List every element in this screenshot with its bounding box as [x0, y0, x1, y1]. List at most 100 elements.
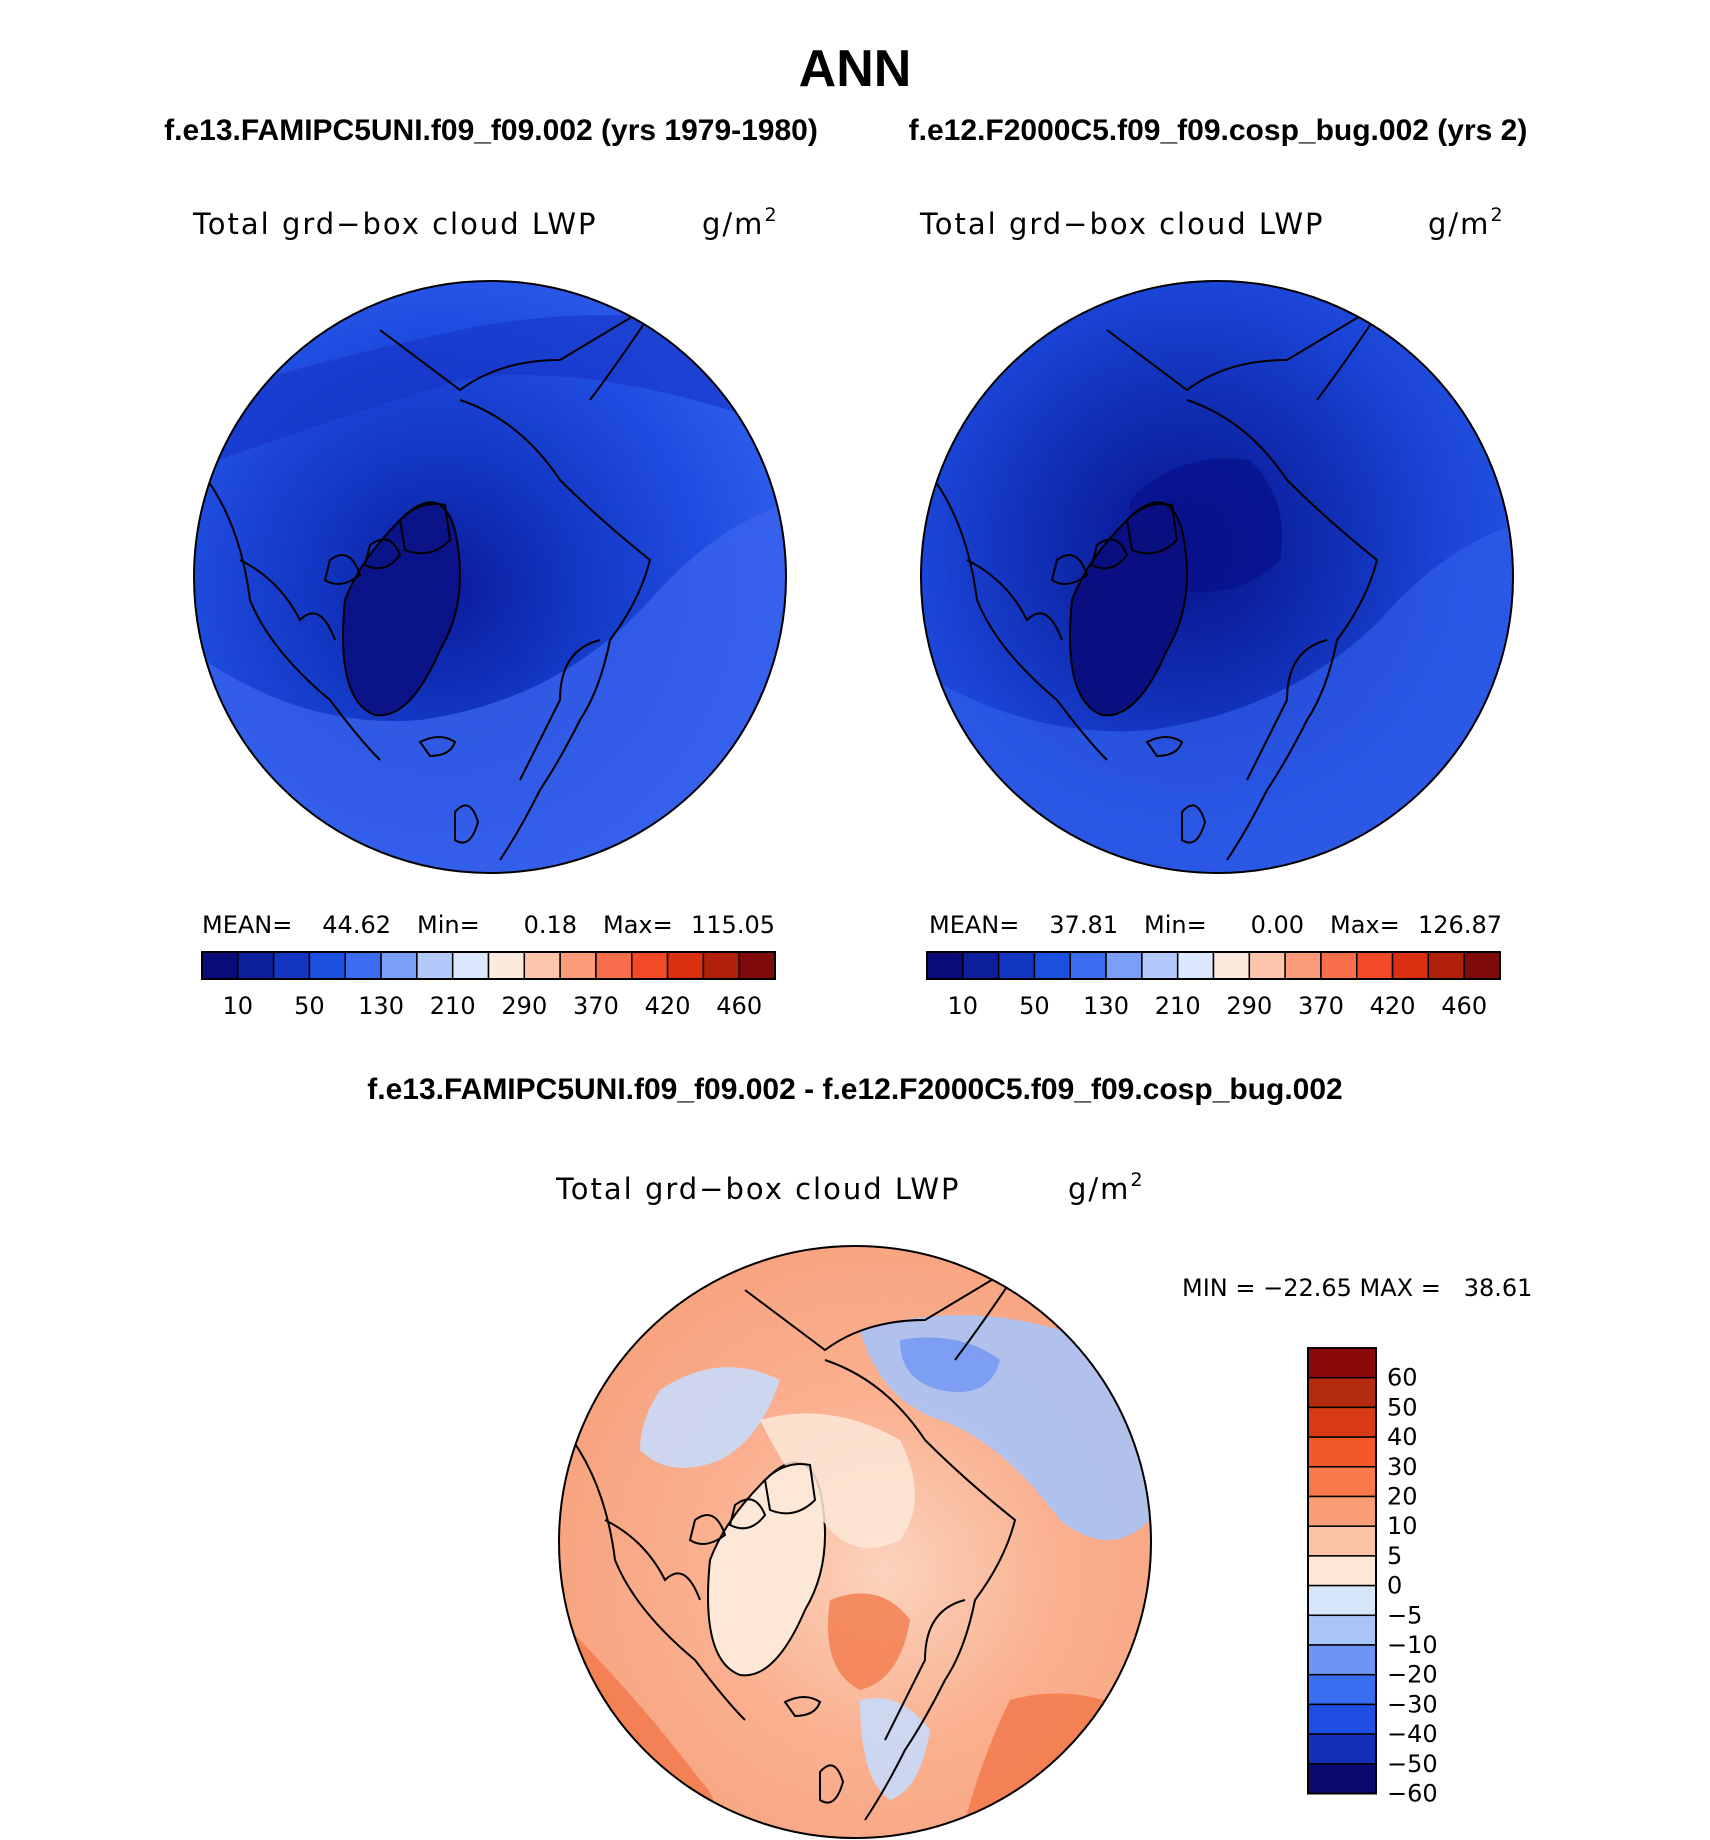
panel-a-colorbar-box-10 [559, 951, 597, 980]
panel-b-colorbar-frame [926, 951, 1501, 980]
panel-a-colorbar-tick-420: 420 [645, 992, 691, 1020]
panel-diff-colorbar-frame [1307, 1347, 1377, 1795]
panel-diff-colorbar-box-12 [1307, 1703, 1377, 1735]
panel-diff-british-isles [819, 1764, 845, 1804]
panel-diff-colorbar-tick-10: −20 [1387, 1661, 1438, 1689]
panel-a-map-border [193, 280, 787, 874]
panel-b-warm-band [921, 520, 1513, 873]
panel-diff-colorbar-box-13 [1307, 1733, 1377, 1765]
panel-diff-colorbar-tick-3: 30 [1387, 1453, 1418, 1481]
panel-diff-map-border [558, 1245, 1152, 1839]
panel-a-colorbar-box-2 [272, 951, 311, 980]
diff-title: f.e13.FAMIPC5UNI.f09_f09.002 - f.e12.F20… [367, 1073, 1342, 1106]
panel-diff-iceland [783, 1696, 822, 1718]
panel-diff-positive-center [828, 1593, 910, 1690]
panel-b-variable-title: Total grd−box cloud LWP [919, 207, 1325, 241]
panel-diff-colorbar-box-7 [1307, 1555, 1377, 1587]
panel-b-map-border [920, 280, 1514, 874]
panel-diff-colorbar-box-3 [1307, 1436, 1377, 1468]
panel-diff-colorbar-box-9 [1307, 1614, 1377, 1646]
panel-a-stats: MEAN= 44.62 Min= 0.18 Max= 115.05 [202, 911, 775, 939]
panel-b-colorbar-box-0 [926, 951, 964, 980]
panel-diff-canadian-archipelago [688, 1463, 817, 1545]
panel-b-map-features [921, 299, 1513, 873]
panel-a-colorbar-box-13 [666, 951, 705, 980]
panel-a-colorbar-box-4 [344, 951, 382, 980]
panel-diff-colorbar-box-5 [1307, 1495, 1377, 1527]
panel-a-colorbar-tick-290: 290 [501, 992, 547, 1020]
panel-diff-colorbar-tick-5: 10 [1387, 1512, 1418, 1540]
panel-b-iceland [1145, 736, 1184, 758]
panel-a-colorbar-box-1 [237, 951, 275, 980]
panel-a-colorbar-frame [201, 951, 776, 980]
panel-diff-colorbar-tick-14: −60 [1387, 1780, 1438, 1808]
panel-b-colorbar-tick-370: 370 [1298, 992, 1344, 1020]
panel-b-colorbar-box-12 [1356, 951, 1394, 980]
panel-diff-colorbar-tick-8: −5 [1387, 1601, 1422, 1629]
panel-a-colorbar-box-0 [201, 951, 239, 980]
panel-diff-map [558, 1245, 1152, 1839]
panel-a-colorbar-box-6 [416, 951, 454, 980]
panel-diff-colorbar-box-6 [1307, 1525, 1377, 1557]
panel-diff-colorbar-tick-6: 5 [1387, 1542, 1402, 1570]
panel-a-greenland [342, 501, 461, 717]
panel-a-colorbar-tick-370: 370 [573, 992, 619, 1020]
panel-b-canadian-archipelago [1050, 503, 1179, 585]
panel-b-colorbar-box-1 [962, 951, 1000, 980]
panel-a-max-label: Max= [603, 911, 673, 939]
panel-diff-neutral-arctic [760, 1413, 915, 1548]
panel-b-colorbar-box-6 [1141, 951, 1179, 980]
panel-a-eurasia-coast [459, 399, 652, 861]
panel-a-colorbar-tick-50: 50 [294, 992, 325, 1020]
panel-diff-negative-arctic [640, 1367, 780, 1468]
panel-diff-minmax: MIN = −22.65 MAX = 38.61 [1182, 1274, 1532, 1302]
panel-a-iceland [418, 736, 457, 758]
panel-diff-units-base: g/m [1068, 1172, 1130, 1206]
panel-diff-units: g/m2 [1068, 1169, 1145, 1206]
panel-b-colorbar-tick-50: 50 [1019, 992, 1050, 1020]
panel-a-max-value: 115.05 [691, 911, 775, 939]
panel-a-variable-title: Total grd−box cloud LWP [192, 207, 598, 241]
panel-diff-negative-core [900, 1337, 1000, 1392]
panel-diff-colorbar-box-11 [1307, 1673, 1377, 1706]
panel-diff-colorbar-tick-11: −30 [1387, 1690, 1438, 1718]
panel-diff-colorbar-box-10 [1307, 1644, 1377, 1676]
panel-b-colorbar-tick-130: 130 [1083, 992, 1129, 1020]
panel-b-greenland [1069, 501, 1188, 717]
panel-a-siberia-coast [379, 299, 661, 401]
panel-b-colorbar-box-15 [1463, 951, 1501, 980]
panel-diff-variable-title: Total grd−box cloud LWP [555, 1172, 961, 1206]
panel-b-units: g/m2 [1428, 204, 1505, 241]
panel-a-north-america-coast [199, 469, 381, 761]
panel-diff-map-features [560, 1259, 1150, 1838]
panel-b-colorbar-box-11 [1320, 951, 1358, 980]
panel-diff-neutral-greenland [707, 1461, 826, 1677]
panel-a-colorbar-tick-460: 460 [716, 992, 762, 1020]
panel-b-colorbar-box-10 [1284, 951, 1322, 980]
panel-diff-colorbar-box-1 [1307, 1376, 1377, 1409]
panel-a-colorbar-box-5 [380, 951, 418, 980]
panel-b-colorbar-box-5 [1105, 951, 1143, 980]
panel-b-max-label: Max= [1330, 911, 1400, 939]
panel-a-colorbar-tick-130: 130 [358, 992, 404, 1020]
subtitle-left: f.e13.FAMIPC5UNI.f09_f09.002 (yrs 1979-1… [164, 114, 818, 147]
panel-b-colorbar-box-14 [1427, 951, 1465, 980]
panel-a-colorbar-tick-210: 210 [430, 992, 476, 1020]
panel-b-north-america-coast [926, 469, 1108, 761]
panel-diff-colorbar-box-8 [1307, 1584, 1377, 1617]
panel-a-colorbar-tick-10: 10 [223, 992, 254, 1020]
panel-diff-siberia-coast [744, 1259, 1026, 1361]
panel-diff-colorbar-tick-2: 40 [1387, 1423, 1418, 1451]
panel-a-colorbar-box-3 [308, 951, 346, 980]
panel-b-colorbar-box-9 [1248, 951, 1286, 980]
panel-diff-strong-positive [560, 1620, 1150, 1838]
panel-b-colorbar-tick-210: 210 [1155, 992, 1201, 1020]
panel-b-colorbar-tick-290: 290 [1226, 992, 1272, 1020]
panel-diff-negative-scandinavia [860, 1698, 930, 1800]
panel-a-british-isles [454, 804, 480, 844]
panel-b-colorbar-box-7 [1176, 951, 1215, 980]
panel-a-colorbar-box-14 [702, 951, 740, 980]
panel-a-colorbar-box-15 [738, 951, 776, 980]
panel-b-colorbar-box-3 [1033, 951, 1071, 980]
